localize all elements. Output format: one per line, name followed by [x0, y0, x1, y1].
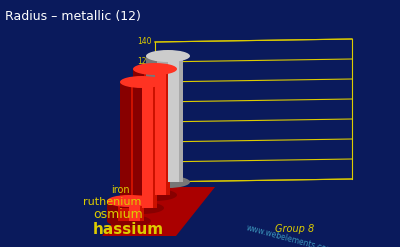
Text: ruthenium: ruthenium: [83, 197, 141, 207]
FancyBboxPatch shape: [120, 82, 131, 208]
Text: 20: 20: [142, 158, 152, 166]
FancyBboxPatch shape: [168, 56, 179, 182]
Text: iron: iron: [111, 185, 129, 195]
Ellipse shape: [133, 63, 177, 75]
Text: Radius – metallic (12): Radius – metallic (12): [5, 10, 141, 23]
Ellipse shape: [146, 176, 190, 188]
Text: 120: 120: [138, 58, 152, 66]
Ellipse shape: [120, 76, 164, 88]
Text: www.webelements.com: www.webelements.com: [245, 223, 335, 247]
Text: Group 8: Group 8: [275, 224, 315, 234]
Text: 60: 60: [142, 118, 152, 126]
Text: 100: 100: [138, 78, 152, 86]
FancyBboxPatch shape: [129, 201, 140, 221]
Ellipse shape: [107, 195, 151, 207]
Ellipse shape: [146, 50, 190, 62]
FancyBboxPatch shape: [140, 69, 170, 195]
FancyBboxPatch shape: [155, 69, 166, 195]
Text: 0: 0: [147, 178, 152, 186]
FancyBboxPatch shape: [146, 56, 157, 182]
Text: 40: 40: [142, 138, 152, 146]
Text: 140: 140: [138, 38, 152, 46]
FancyBboxPatch shape: [153, 56, 183, 182]
Text: pm: pm: [129, 107, 145, 117]
FancyBboxPatch shape: [107, 201, 118, 221]
Ellipse shape: [120, 202, 164, 214]
Text: osmium: osmium: [93, 207, 143, 221]
FancyBboxPatch shape: [142, 82, 153, 208]
Text: 80: 80: [142, 98, 152, 106]
Polygon shape: [102, 187, 215, 236]
Ellipse shape: [133, 189, 177, 201]
FancyBboxPatch shape: [126, 82, 157, 208]
Text: hassium: hassium: [92, 222, 164, 236]
Ellipse shape: [107, 215, 151, 227]
FancyBboxPatch shape: [133, 69, 144, 195]
FancyBboxPatch shape: [114, 201, 144, 221]
